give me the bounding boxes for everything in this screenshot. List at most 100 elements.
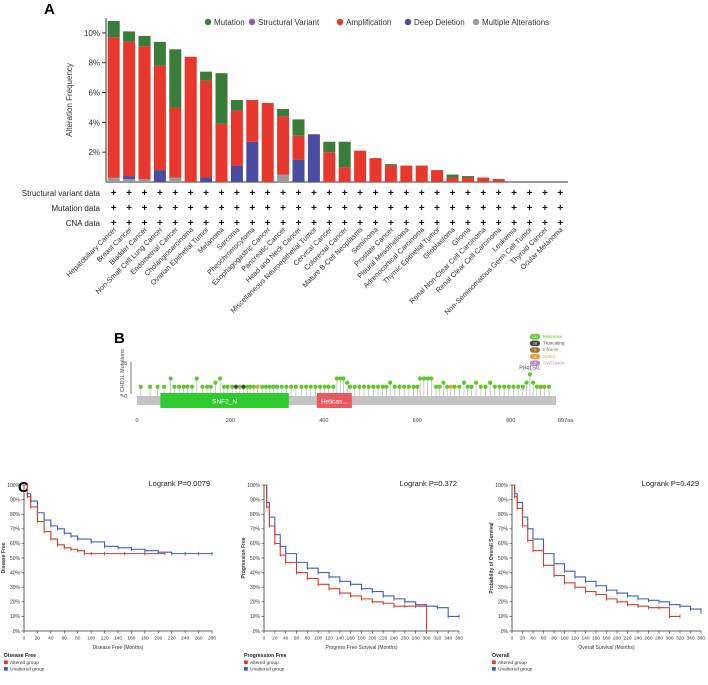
lollipop-head bbox=[361, 384, 367, 389]
legend-badge bbox=[530, 353, 540, 360]
lollipop-head bbox=[474, 380, 479, 385]
lollipop-head bbox=[225, 384, 230, 389]
lollipop-head bbox=[352, 384, 357, 389]
lollipop-head bbox=[380, 384, 385, 389]
bar-segment bbox=[292, 119, 305, 136]
y-tick-label: 40% bbox=[498, 570, 509, 576]
lollipop-head bbox=[502, 384, 507, 389]
bar-segment bbox=[107, 20, 120, 38]
bar-segment bbox=[153, 41, 166, 66]
x-tick-label: 120 bbox=[325, 636, 333, 642]
x-tick-label: 360 bbox=[697, 636, 705, 642]
bar-segment bbox=[230, 110, 243, 166]
profile-mark: + bbox=[480, 203, 486, 214]
bar-segment bbox=[215, 73, 228, 124]
legend-label: Splice bbox=[543, 354, 556, 359]
profile-mark: + bbox=[280, 188, 286, 199]
bar-segment bbox=[492, 179, 505, 182]
legend-swatch bbox=[204, 18, 212, 26]
legend-label: Altered group bbox=[498, 660, 527, 666]
panel-label-b: B bbox=[114, 330, 125, 347]
lollipop-head bbox=[425, 376, 430, 381]
lollipop-head bbox=[161, 384, 167, 389]
profile-mark: + bbox=[188, 218, 194, 229]
profile-mark: + bbox=[527, 203, 533, 214]
profile-mark: + bbox=[157, 188, 163, 199]
bar-segment bbox=[338, 141, 351, 168]
profile-mark: + bbox=[419, 203, 425, 214]
legend-swatch bbox=[336, 18, 344, 26]
lollipop-head bbox=[531, 380, 536, 385]
lollipop-head bbox=[318, 384, 323, 389]
profile-mark: + bbox=[296, 203, 302, 214]
x-tick-label: 160 bbox=[347, 636, 355, 642]
profile-mark: + bbox=[203, 188, 209, 199]
profile-mark: + bbox=[480, 188, 486, 199]
bar-segment bbox=[107, 37, 120, 178]
profile-mark: + bbox=[419, 218, 425, 229]
legend-label: Inframe bbox=[543, 347, 559, 352]
profile-mark: + bbox=[296, 188, 302, 199]
profile-mark: + bbox=[388, 203, 394, 214]
legend-swatch bbox=[4, 660, 8, 665]
x-tick-label: 300 bbox=[665, 636, 673, 642]
lollipop-head bbox=[492, 384, 497, 389]
x-tick-label: 120 bbox=[101, 636, 109, 642]
bar-segment bbox=[446, 177, 459, 182]
legend-label: Missense bbox=[543, 334, 563, 339]
legend-label: Structural Variant bbox=[258, 18, 320, 27]
bar-segment bbox=[153, 65, 166, 171]
bar-segment bbox=[215, 123, 228, 182]
bar-segment bbox=[184, 56, 197, 182]
lollipop-head bbox=[392, 384, 397, 389]
lollipop-head bbox=[345, 380, 350, 385]
lollipop-head bbox=[445, 384, 450, 389]
lollipop-head bbox=[255, 384, 260, 389]
profile-mark: + bbox=[126, 188, 132, 199]
y-tick-label: 70% bbox=[498, 527, 509, 533]
y-tick-label: 90% bbox=[250, 497, 261, 503]
lollipop-head bbox=[511, 384, 516, 389]
y-axis-label: # CHD1L Mutations bbox=[120, 349, 126, 397]
legend-swatch bbox=[248, 18, 256, 26]
bar-segment bbox=[261, 102, 274, 182]
lollipop-head bbox=[200, 384, 205, 389]
x-tick-label: 160 bbox=[127, 636, 135, 642]
x-tick-label: 120 bbox=[571, 636, 579, 642]
bar-segment bbox=[446, 174, 459, 178]
profile-mark: + bbox=[111, 203, 117, 214]
lollipop-head bbox=[247, 384, 253, 389]
lollipop-head bbox=[465, 384, 470, 389]
x-tick-label: 20 bbox=[35, 636, 41, 642]
lollipop-head bbox=[263, 384, 269, 389]
x-tick-label: 280 bbox=[412, 636, 420, 642]
lollipop-head bbox=[284, 384, 289, 389]
bar-segment bbox=[477, 177, 490, 182]
profile-mark: + bbox=[342, 188, 348, 199]
x-tick-label: 0 bbox=[135, 418, 138, 424]
profile-mark: + bbox=[480, 218, 486, 229]
bar-segment bbox=[230, 100, 243, 111]
y-tick-label: 20% bbox=[10, 600, 21, 606]
profile-mark: + bbox=[142, 203, 148, 214]
bar-segment bbox=[123, 31, 136, 42]
lollipop-head bbox=[334, 376, 340, 381]
bar-segment bbox=[384, 165, 397, 182]
legend-title: Overall bbox=[492, 653, 510, 659]
lollipop-head bbox=[520, 384, 525, 389]
profile-mark: + bbox=[527, 188, 533, 199]
profile-mark: + bbox=[342, 218, 348, 229]
lollipop-head bbox=[371, 384, 376, 389]
x-tick-label: 40 bbox=[48, 636, 54, 642]
profile-row-label: CNA data bbox=[66, 219, 101, 228]
lollipop-head bbox=[527, 372, 532, 377]
profile-mark: + bbox=[357, 203, 363, 214]
lollipop-head bbox=[483, 384, 488, 389]
profile-mark: + bbox=[142, 188, 148, 199]
lollipop-head bbox=[421, 376, 426, 381]
x-tick-label: 240 bbox=[390, 636, 398, 642]
bar-segment bbox=[123, 179, 136, 182]
legend-title: Disease Free bbox=[4, 653, 36, 659]
profile-mark: + bbox=[111, 188, 117, 199]
lollipop-head bbox=[279, 384, 284, 389]
